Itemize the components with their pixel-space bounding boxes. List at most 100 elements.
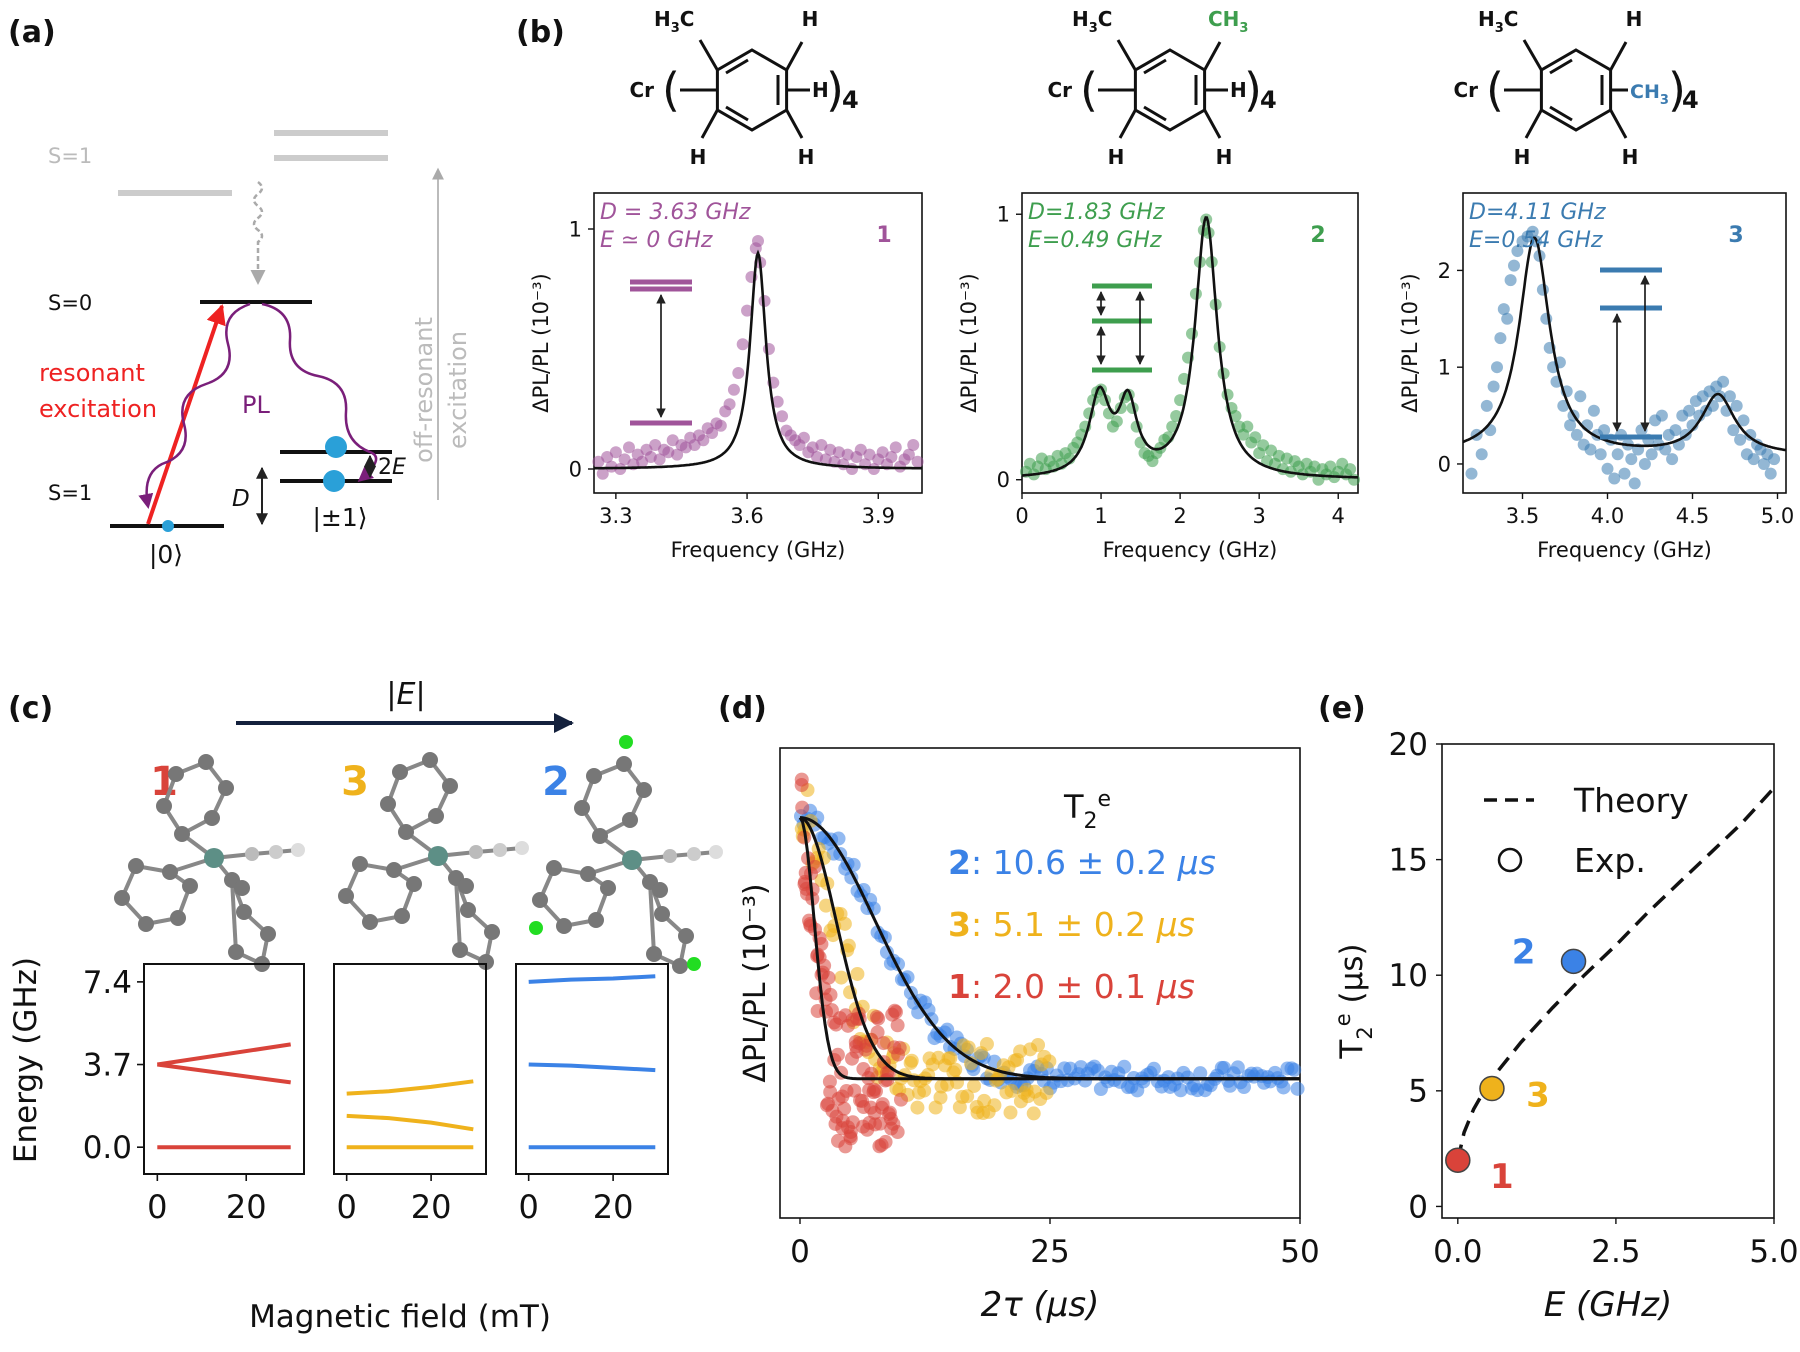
x-axis-label: Frequency (GHz) bbox=[671, 538, 846, 562]
atom bbox=[170, 910, 186, 926]
x-tick-label: 4.5 bbox=[1676, 504, 1709, 528]
legend-entry-3: 3: 5.1 ± 0.2 μs bbox=[948, 905, 1195, 944]
atom bbox=[406, 876, 422, 892]
molecule-structure-3: H3C H Cr ( CH3 ) 4 H H bbox=[1453, 7, 1698, 169]
odmr-plot-2: 0 1 2 3 4 0 1 Frequency (GHz) ΔPL/PL (10⁻³) D=1.8… bbox=[957, 192, 1361, 562]
data-point-1 bbox=[873, 1116, 888, 1131]
methyl-atom bbox=[529, 921, 543, 935]
legend-id: 2 bbox=[948, 843, 971, 882]
data-point-3 bbox=[850, 966, 865, 981]
data-point-1 bbox=[893, 1092, 908, 1107]
legend-title-sub: 2 bbox=[1084, 809, 1098, 834]
atom bbox=[352, 856, 368, 872]
plot-frame bbox=[1462, 192, 1787, 494]
atom bbox=[452, 942, 468, 958]
ket-0-label: |0⟩ bbox=[149, 540, 183, 569]
x-tick-label: 20 bbox=[411, 1188, 452, 1226]
data-point-2 bbox=[1290, 1081, 1305, 1096]
data-point bbox=[636, 455, 649, 468]
data-point bbox=[653, 453, 666, 466]
data-point bbox=[706, 427, 719, 439]
svg-text:H: H bbox=[1514, 145, 1531, 169]
data-point bbox=[815, 439, 828, 451]
y-axis-label: T2e (μs) bbox=[1331, 943, 1377, 1059]
population-dot-plus bbox=[325, 436, 347, 458]
data-point bbox=[1727, 424, 1740, 437]
data-point bbox=[1608, 472, 1621, 485]
data-point-2 bbox=[1117, 1059, 1132, 1074]
atom bbox=[478, 954, 494, 970]
data-point bbox=[592, 455, 605, 468]
data-point bbox=[1717, 375, 1730, 388]
svg-text:H3C: H3C bbox=[654, 7, 694, 36]
atom bbox=[394, 908, 410, 924]
bond bbox=[648, 881, 656, 955]
data-point-1 bbox=[870, 1025, 885, 1040]
data-point bbox=[1747, 453, 1760, 466]
svg-text:H: H bbox=[1622, 145, 1639, 169]
data-point bbox=[1166, 420, 1179, 433]
atom bbox=[546, 860, 562, 876]
data-point-3 bbox=[917, 1083, 932, 1098]
atom bbox=[636, 782, 652, 798]
data-point-3 bbox=[1039, 1085, 1054, 1100]
data-point bbox=[1570, 428, 1583, 441]
legend-entry-1: 1: 2.0 ± 0.1 μs bbox=[948, 967, 1195, 1006]
svg-text:H: H bbox=[690, 145, 707, 169]
atom bbox=[291, 843, 305, 857]
data-point bbox=[727, 383, 740, 396]
data-point bbox=[758, 295, 771, 307]
data-point bbox=[1584, 443, 1597, 456]
y-axis-label-sup: e bbox=[1331, 1013, 1355, 1026]
y-tick-label: 0 bbox=[1438, 452, 1451, 476]
y-tick-label: 0 bbox=[997, 468, 1010, 492]
legend-exp-swatch bbox=[1497, 847, 1523, 873]
atom bbox=[616, 756, 632, 772]
data-point bbox=[1638, 457, 1651, 470]
y-axis-label: ΔPL/PL (10⁻³) bbox=[529, 273, 553, 412]
svg-text:H: H bbox=[1216, 145, 1233, 169]
y-tick-label: 0.0 bbox=[83, 1130, 132, 1166]
x-tick-label: 0 bbox=[790, 1234, 810, 1270]
data-point-1 bbox=[808, 859, 823, 874]
plot-frame bbox=[779, 747, 1301, 1219]
legend-title-sup: e bbox=[1098, 787, 1112, 812]
atom bbox=[218, 780, 234, 796]
legend-id: 3 bbox=[948, 905, 971, 944]
atom bbox=[709, 845, 723, 859]
data-point bbox=[889, 441, 902, 454]
data-point-2 bbox=[1193, 1066, 1208, 1081]
panel-d-label: (d) bbox=[718, 691, 767, 726]
y-tick-label: 1 bbox=[997, 203, 1010, 227]
legend-title: T2e bbox=[1063, 787, 1111, 834]
x-axis-label: 2τ (μs) bbox=[981, 1285, 1100, 1325]
data-point-2 bbox=[1230, 1060, 1245, 1075]
panel-b-label: (b) bbox=[516, 15, 565, 50]
annotation-e: E ≃ 0 GHz bbox=[600, 228, 713, 253]
molecule-structure-1: H3C H Cr ( H ) 4 H H bbox=[629, 7, 858, 169]
e-magnitude-label: |E| bbox=[386, 677, 425, 712]
x-tick-label: 5.0 bbox=[1761, 504, 1794, 528]
data-point bbox=[867, 463, 880, 475]
data-point-1 bbox=[871, 1011, 886, 1026]
data-point bbox=[854, 443, 867, 456]
data-point-1 bbox=[830, 1047, 845, 1062]
methyl-atom bbox=[619, 735, 633, 749]
data-point-1 bbox=[890, 1018, 905, 1033]
resonant-label: resonant excitation bbox=[39, 359, 157, 423]
atom bbox=[204, 810, 220, 826]
data-point-1 bbox=[823, 987, 838, 1002]
data-point bbox=[1185, 327, 1198, 340]
molecule-label-3: 3 bbox=[341, 759, 369, 805]
atom bbox=[236, 904, 252, 920]
svg-text:H: H bbox=[812, 78, 829, 102]
x-tick-label: 0.0 bbox=[1433, 1234, 1482, 1270]
pl-wavy-arrow-to-0 bbox=[138, 302, 251, 509]
data-point bbox=[1625, 453, 1638, 466]
data-point-3 bbox=[979, 1037, 994, 1052]
population-dot-0 bbox=[162, 520, 174, 532]
sample-id: 3 bbox=[1728, 223, 1743, 248]
data-point bbox=[1723, 390, 1736, 403]
